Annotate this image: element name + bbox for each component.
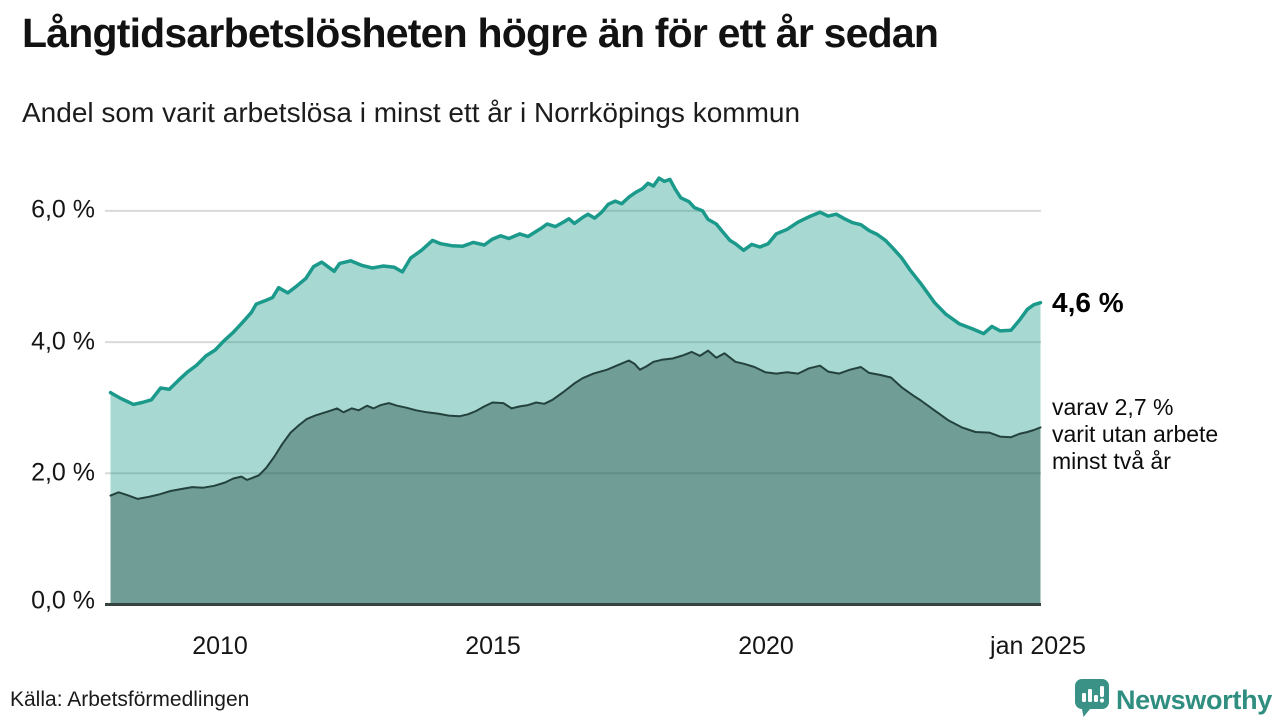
two-year-annotation: varav 2,7 % varit utan arbete minst två …	[1052, 394, 1219, 475]
latest-value-label: 4,6 %	[1052, 287, 1124, 318]
y-axis-tick-6: 6,0 %	[31, 195, 95, 224]
y-axis-tick-4: 4,0 %	[31, 327, 95, 356]
newsworthy-logo: Newsworthy	[1074, 678, 1272, 720]
chart-subtitle: Andel som varit arbetslösa i minst ett å…	[22, 97, 801, 128]
y-axis-tick-0: 0,0 %	[31, 586, 95, 615]
x-axis-tick-jan-2025: jan 2025	[990, 632, 1086, 660]
page-title: Långtidsarbetslösheten högre än för ett …	[22, 10, 939, 56]
x-axis-tick-2015: 2015	[465, 632, 521, 660]
newsworthy-wordmark: Newsworthy	[1115, 684, 1272, 715]
x-axis-tick-2010: 2010	[192, 632, 248, 660]
y-axis-tick-2: 2,0 %	[31, 458, 95, 487]
newsworthy-bubble-chart-icon	[1074, 678, 1109, 720]
x-axis-tick-2020: 2020	[738, 632, 794, 660]
source-credit: Källa: Arbetsförmedlingen	[10, 688, 250, 711]
